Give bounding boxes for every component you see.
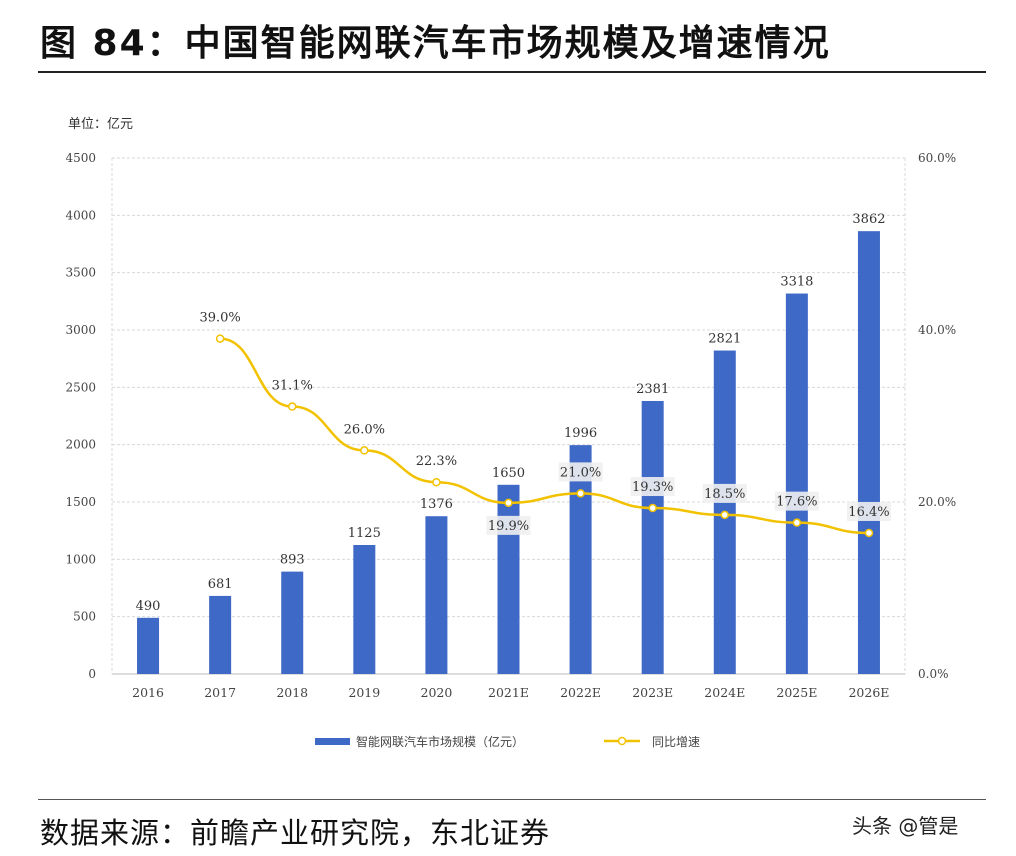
growth-data-label: 19.9% xyxy=(488,519,529,534)
title-divider xyxy=(38,71,986,73)
bar xyxy=(497,484,520,674)
growth-line xyxy=(220,337,869,535)
bar xyxy=(137,617,160,674)
source-note: 数据来源：前瞻产业研究院，东北证券 xyxy=(40,816,551,850)
bar xyxy=(641,400,664,674)
growth-point xyxy=(215,334,225,343)
growth-data-label: 22.3% xyxy=(416,454,457,469)
bar-data-label: 1125 xyxy=(348,526,381,541)
x-axis-tick: 2021E xyxy=(488,685,529,700)
growth-point xyxy=(432,477,441,487)
bar xyxy=(857,231,880,674)
growth-point xyxy=(287,402,297,411)
growth-data-label: 17.6% xyxy=(776,495,817,510)
growth-point xyxy=(864,528,874,538)
bar-data-label: 2381 xyxy=(636,382,669,397)
x-axis-tick: 2024E xyxy=(704,685,745,700)
bar xyxy=(209,595,232,674)
growth-point xyxy=(504,498,513,508)
x-axis-tick: 2019 xyxy=(348,685,380,700)
data-label-bg xyxy=(630,477,675,497)
growth-data-label: 19.3% xyxy=(632,480,673,495)
data-label-bg xyxy=(846,501,891,521)
legend-bar-swatch xyxy=(315,738,350,745)
left-axis-tick: 2500 xyxy=(65,380,96,394)
bar-data-label: 681 xyxy=(208,577,233,592)
bar xyxy=(569,445,592,674)
right-axis-tick: 40.0% xyxy=(918,323,956,337)
bar-data-label: 893 xyxy=(280,553,305,568)
left-axis-tick: 4000 xyxy=(65,208,96,222)
unit-label: 单位：亿元 xyxy=(68,117,133,132)
x-axis-tick: 2018 xyxy=(276,685,308,700)
data-label-bg xyxy=(702,483,747,503)
right-axis-tick: 0.0% xyxy=(918,667,949,681)
growth-data-label: 21.0% xyxy=(560,465,601,480)
growth-point xyxy=(648,503,657,513)
left-axis-tick: 0 xyxy=(88,667,96,681)
left-axis-tick: 4500 xyxy=(65,151,96,165)
legend-bar-label: 智能网联汽车市场规模（亿元） xyxy=(356,734,524,749)
bar xyxy=(281,571,304,674)
watermark: 头条 @管是 xyxy=(852,814,959,838)
growth-data-label: 26.0% xyxy=(344,422,385,437)
x-axis-tick: 2017 xyxy=(204,685,236,700)
bar-data-label: 1376 xyxy=(420,497,453,512)
right-axis-tick: 60.0% xyxy=(918,151,956,165)
x-axis-tick: 2022E xyxy=(560,685,601,700)
bar-data-label: 1650 xyxy=(492,466,525,481)
growth-data-label: 16.4% xyxy=(848,505,889,520)
chart-title: 图 84：中国智能网联汽车市场规模及增速情况 xyxy=(40,23,831,64)
legend-line-label: 同比增速 xyxy=(652,735,700,749)
bar-data-label: 490 xyxy=(136,599,161,614)
bar xyxy=(353,545,376,674)
growth-data-label: 39.0% xyxy=(199,311,240,326)
x-axis-tick: 2026E xyxy=(848,685,889,700)
x-axis-tick: 2020 xyxy=(421,685,453,700)
bar-data-label: 3318 xyxy=(780,275,813,290)
growth-point xyxy=(360,446,369,455)
bar xyxy=(785,293,808,674)
x-axis-tick: 2023E xyxy=(632,685,673,700)
growth-point xyxy=(792,518,802,527)
left-axis-tick: 3500 xyxy=(65,266,96,280)
left-axis-tick: 1500 xyxy=(65,495,96,509)
legend-line-marker xyxy=(617,736,627,746)
bar-data-label: 3862 xyxy=(852,212,885,227)
data-label-bg xyxy=(486,515,531,535)
left-axis-tick: 1000 xyxy=(65,552,96,566)
x-axis-tick: 2025E xyxy=(776,685,817,700)
growth-point xyxy=(576,489,585,498)
right-axis-tick: 20.0% xyxy=(918,495,956,509)
growth-data-label: 31.1% xyxy=(272,379,313,394)
chart: 单位：亿元 0 500 1000 1500 2000 2500 3000 3500 4000 450… xyxy=(65,117,956,749)
bar-data-label: 1996 xyxy=(564,426,597,441)
growth-data-label: 18.5% xyxy=(704,487,745,502)
footer-divider xyxy=(38,799,986,800)
x-axis-tick: 2016 xyxy=(132,685,164,700)
data-label-bg xyxy=(774,491,819,511)
growth-point xyxy=(720,510,730,520)
data-label-bg xyxy=(558,462,603,482)
left-axis-tick: 2000 xyxy=(65,438,96,452)
left-axis-tick: 3000 xyxy=(65,323,96,337)
bar xyxy=(425,516,448,674)
left-axis-tick: 500 xyxy=(73,610,96,624)
bar-data-label: 2821 xyxy=(708,332,741,347)
